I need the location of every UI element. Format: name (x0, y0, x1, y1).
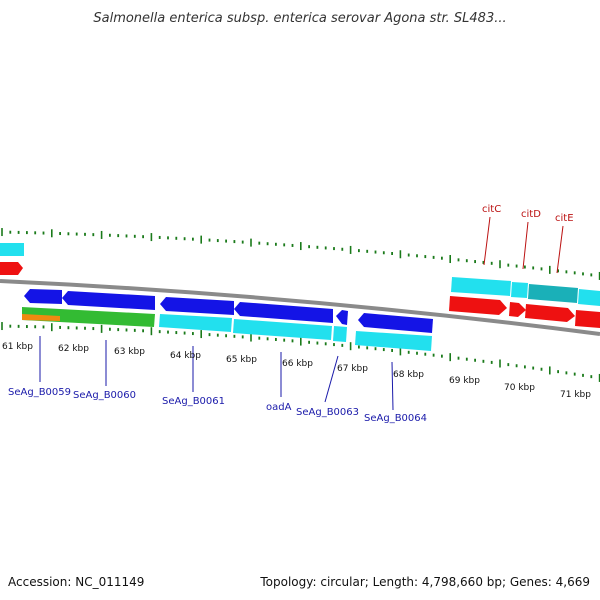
gene-feature[interactable] (528, 284, 578, 303)
gene-label[interactable]: SeAg_B0064 (364, 413, 427, 424)
scale-label: 61 kbp (2, 342, 33, 352)
gene-feature[interactable] (160, 297, 234, 315)
gene-feature[interactable] (22, 314, 60, 321)
tick-marks (1, 228, 600, 382)
gene-feature[interactable] (578, 289, 600, 306)
gene-label[interactable]: citD (521, 209, 541, 220)
gene-feature[interactable] (233, 319, 332, 340)
gene-feature[interactable] (511, 282, 528, 298)
gene-feature[interactable] (451, 277, 511, 296)
gene-feature[interactable] (22, 307, 155, 327)
scale-label: 66 kbp (282, 359, 313, 369)
scale-label: 65 kbp (226, 355, 257, 365)
gene-label[interactable]: citC (482, 204, 501, 215)
scale-label: 68 kbp (393, 370, 424, 380)
gene-label[interactable]: SeAg_B0059 (8, 387, 71, 398)
gene-feature[interactable] (159, 314, 232, 332)
scale-label: 62 kbp (58, 344, 89, 354)
gene-feature[interactable] (509, 302, 526, 317)
gene-label[interactable]: SeAg_B0063 (296, 407, 359, 418)
gene-feature[interactable] (449, 296, 507, 315)
gene-feature[interactable] (24, 289, 62, 304)
gene-feature[interactable] (355, 331, 432, 351)
gene-label[interactable]: citE (555, 213, 574, 224)
scale-label: 69 kbp (449, 376, 480, 386)
gene-feature[interactable] (0, 243, 24, 256)
gene-feature[interactable] (525, 304, 575, 322)
callout-lines (39, 336, 394, 411)
scale-label: 71 kbp (560, 390, 591, 400)
gene-label[interactable]: SeAg_B0060 (73, 390, 136, 401)
backbone (0, 279, 600, 336)
gene-label[interactable]: SeAg_B0061 (162, 396, 225, 407)
gene-label[interactable]: oadA (266, 402, 292, 413)
summary-text: Topology: circular; Length: 4,798,660 bp… (259, 575, 590, 589)
gene-feature[interactable] (234, 302, 333, 323)
gene-labels: SeAg_B0059 SeAg_B0060 SeAg_B0061 oadA SeAg_B… (8, 204, 574, 424)
gene-feature[interactable] (0, 262, 23, 275)
map-title: Salmonella enterica subsp. enterica sero… (93, 11, 506, 26)
gene-feature[interactable] (336, 310, 348, 325)
scale-label: 63 kbp (114, 347, 145, 357)
scale-label: 64 kbp (170, 351, 201, 361)
scale-label: 67 kbp (337, 364, 368, 374)
callout-lines-red (483, 216, 564, 274)
accession-text: Accession: NC_011149 (8, 575, 144, 589)
gene-feature[interactable] (333, 326, 347, 342)
scale-label: 70 kbp (504, 383, 535, 393)
gene-feature[interactable] (62, 291, 155, 310)
gene-feature[interactable] (575, 310, 600, 328)
scale-labels: 61 kbp 62 kbp 63 kbp 64 kbp 65 kbp 66 kbp 67 k… (2, 342, 591, 400)
gene-feature[interactable] (358, 313, 433, 333)
